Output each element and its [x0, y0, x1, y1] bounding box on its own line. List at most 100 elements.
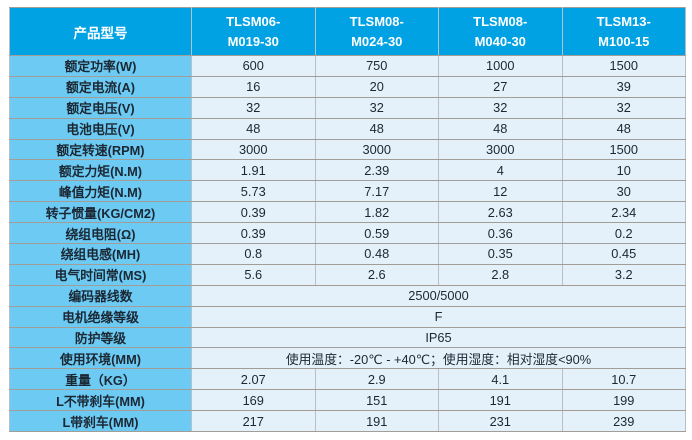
value-cell: 2.9 — [314, 368, 439, 391]
value-cell: 2.34 — [561, 201, 686, 224]
value-cell: 2.07 — [191, 368, 316, 391]
value-cell: 3000 — [438, 138, 563, 161]
merged-value-cell: 使用温度：-20℃ - +40℃；使用湿度：相对湿度<90% — [191, 347, 686, 370]
table-row: 绕组电感(MH) 0.8 0.48 0.35 0.45 — [9, 243, 686, 265]
table-row: 防护等级 IP65 — [9, 326, 686, 349]
value-cell: 191 — [314, 410, 439, 433]
value-cell: 0.39 — [191, 222, 316, 245]
value-cell: 48 — [314, 117, 439, 140]
row-label: 使用环境(MM) — [9, 347, 192, 370]
model-header-4: TLSM13- M100-15 — [561, 7, 686, 56]
value-cell: 0.36 — [438, 222, 563, 245]
model-header-1-line1: TLSM06- — [226, 13, 281, 29]
value-cell: 0.2 — [561, 222, 686, 245]
value-cell: 32 — [191, 96, 316, 119]
value-cell: 0.35 — [438, 243, 563, 265]
model-header-4-line2: M100-15 — [598, 33, 650, 49]
row-label: 编码器线数 — [9, 284, 192, 307]
model-header-2-line2: M024-30 — [351, 33, 403, 49]
table-row: 峰值力矩(N.M) 5.73 7.17 12 30 — [9, 180, 686, 203]
model-header-3-line2: M040-30 — [474, 33, 526, 49]
value-cell: 151 — [314, 389, 439, 412]
value-cell: 39 — [561, 75, 686, 98]
value-cell: 1.82 — [314, 201, 439, 224]
row-label: L带刹车(MM) — [9, 410, 192, 433]
value-cell: 10.7 — [561, 368, 686, 391]
motor-spec-table: 产品型号 TLSM06- M019-30 TLSM08- M024-30 TLS… — [9, 7, 686, 433]
table-row: 使用环境(MM) 使用温度：-20℃ - +40℃；使用湿度：相对湿度<90% — [9, 347, 686, 370]
row-label: 绕组电阻(Ω) — [9, 222, 192, 245]
value-cell: 1500 — [561, 138, 686, 161]
table-row: L带刹车(MM) 217 191 231 239 — [9, 410, 686, 433]
row-label: 额定功率(W) — [9, 55, 192, 77]
value-cell: 32 — [314, 96, 439, 119]
row-label: 防护等级 — [9, 326, 192, 349]
value-cell: 48 — [561, 117, 686, 140]
value-cell: 0.59 — [314, 222, 439, 245]
model-header-1-line2: M019-30 — [227, 33, 279, 49]
corner-header-product-model: 产品型号 — [9, 7, 192, 56]
value-cell: 0.8 — [191, 243, 316, 265]
row-label: 电池电压(V) — [9, 117, 192, 140]
value-cell: 12 — [438, 180, 563, 203]
model-header-3: TLSM08- M040-30 — [438, 7, 563, 56]
value-cell: 20 — [314, 75, 439, 98]
value-cell: 30 — [561, 180, 686, 203]
value-cell: 2.39 — [314, 159, 439, 182]
table-row: L不带刹车(MM) 169 151 191 199 — [9, 389, 686, 412]
value-cell: 4.1 — [438, 368, 563, 391]
row-label: 峰值力矩(N.M) — [9, 180, 192, 203]
table-row: 编码器线数 2500/5000 — [9, 284, 686, 307]
table-row: 电池电压(V) 48 48 48 48 — [9, 117, 686, 140]
value-cell: 16 — [191, 75, 316, 98]
value-cell: 600 — [191, 55, 316, 77]
model-header-2: TLSM08- M024-30 — [314, 7, 439, 56]
table-row: 额定电流(A) 16 20 27 39 — [9, 75, 686, 98]
value-cell: 4 — [438, 159, 563, 182]
value-cell: 191 — [438, 389, 563, 412]
merged-value-cell: IP65 — [191, 326, 686, 349]
row-label: 转子惯量(KG/CM2) — [9, 201, 192, 224]
value-cell: 169 — [191, 389, 316, 412]
value-cell: 48 — [438, 117, 563, 140]
merged-value-cell: 2500/5000 — [191, 284, 686, 307]
table-row: 额定功率(W) 600 750 1000 1500 — [9, 55, 686, 77]
table-row: 额定力矩(N.M) 1.91 2.39 4 10 — [9, 159, 686, 182]
value-cell: 7.17 — [314, 180, 439, 203]
row-label: 额定电压(V) — [9, 96, 192, 119]
value-cell: 1.91 — [191, 159, 316, 182]
value-cell: 2.8 — [438, 263, 563, 286]
header-row: 产品型号 TLSM06- M019-30 TLSM08- M024-30 TLS… — [9, 7, 686, 56]
value-cell: 2.6 — [314, 263, 439, 286]
table-row: 电气时间常(MS) 5.6 2.6 2.8 3.2 — [9, 263, 686, 286]
value-cell: 750 — [314, 55, 439, 77]
value-cell: 5.6 — [191, 263, 316, 286]
model-header-2-line1: TLSM08- — [349, 13, 404, 29]
value-cell: 2.63 — [438, 201, 563, 224]
model-header-4-line1: TLSM13- — [596, 13, 651, 29]
row-label: 绕组电感(MH) — [9, 243, 192, 265]
row-label: 额定电流(A) — [9, 75, 192, 98]
merged-value-cell: F — [191, 305, 686, 328]
table-row: 额定转速(RPM) 3000 3000 3000 1500 — [9, 138, 686, 161]
value-cell: 239 — [561, 410, 686, 433]
value-cell: 32 — [438, 96, 563, 119]
value-cell: 48 — [191, 117, 316, 140]
table-row: 重量（KG） 2.07 2.9 4.1 10.7 — [9, 368, 686, 391]
value-cell: 3000 — [191, 138, 316, 161]
table-row: 绕组电阻(Ω) 0.39 0.59 0.36 0.2 — [9, 222, 686, 245]
value-cell: 10 — [561, 159, 686, 182]
value-cell: 231 — [438, 410, 563, 433]
value-cell: 0.39 — [191, 201, 316, 224]
row-label: 电机绝缘等级 — [9, 305, 192, 328]
value-cell: 217 — [191, 410, 316, 433]
value-cell: 1000 — [438, 55, 563, 77]
value-cell: 32 — [561, 96, 686, 119]
table-row: 电机绝缘等级 F — [9, 305, 686, 328]
value-cell: 5.73 — [191, 180, 316, 203]
model-header-1: TLSM06- M019-30 — [191, 7, 316, 56]
value-cell: 3.2 — [561, 263, 686, 286]
row-label: 重量（KG） — [9, 368, 192, 391]
table-row: 转子惯量(KG/CM2) 0.39 1.82 2.63 2.34 — [9, 201, 686, 224]
